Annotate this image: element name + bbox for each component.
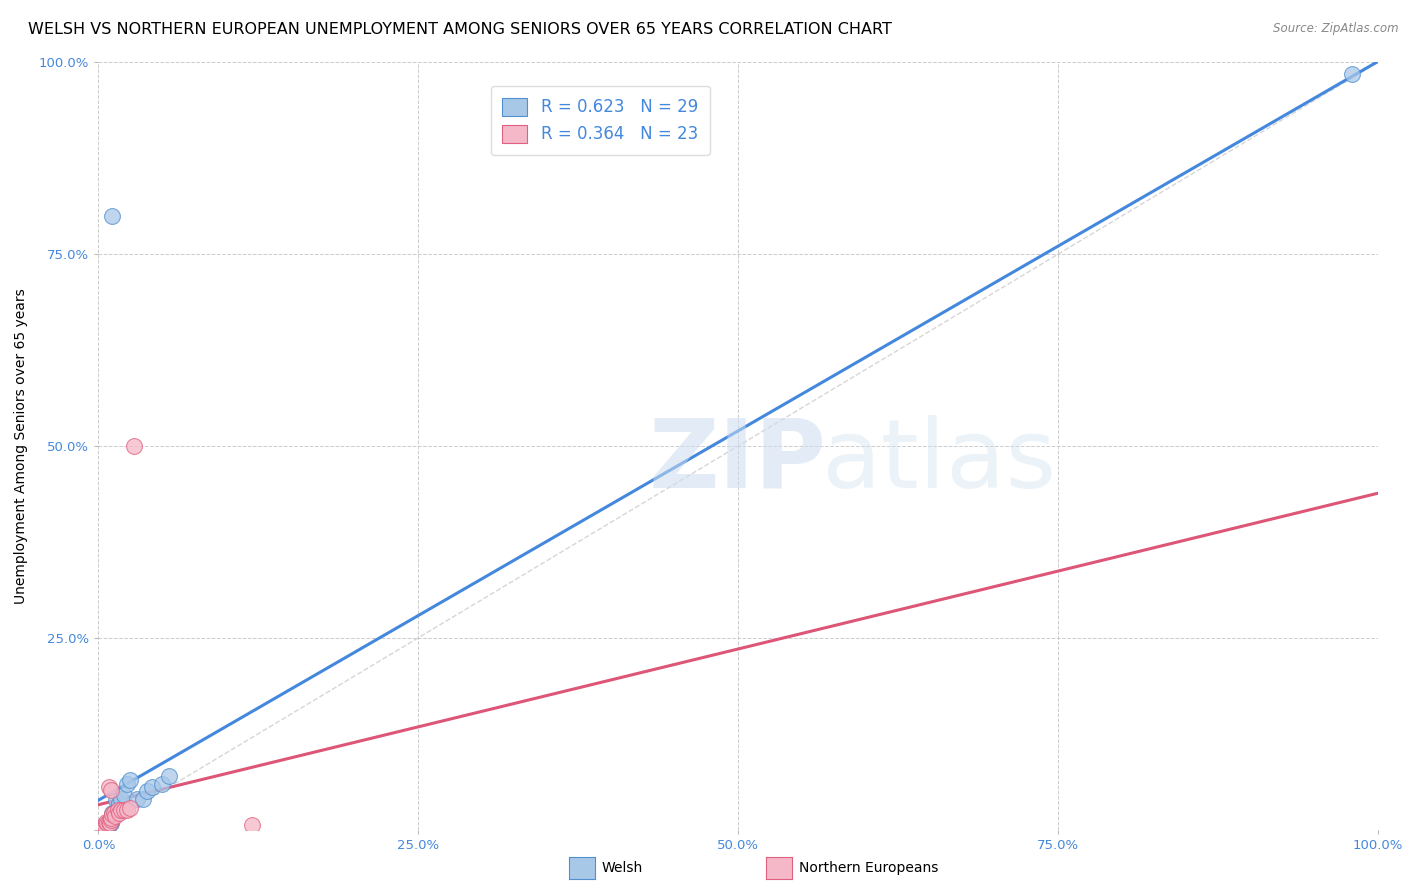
Point <box>101 805 124 820</box>
Point <box>98 816 121 830</box>
Text: ZIP: ZIP <box>648 415 827 508</box>
Point <box>125 792 148 806</box>
Point <box>94 819 117 833</box>
Text: Welsh: Welsh <box>602 861 643 875</box>
Point <box>100 815 122 830</box>
Point <box>98 816 121 830</box>
Legend: R = 0.623   N = 29, R = 0.364   N = 23: R = 0.623 N = 29, R = 0.364 N = 23 <box>491 87 710 155</box>
Text: Source: ZipAtlas.com: Source: ZipAtlas.com <box>1274 22 1399 36</box>
Point <box>110 804 132 818</box>
Point <box>93 820 115 834</box>
Point <box>120 801 142 815</box>
Point <box>107 804 129 818</box>
Point <box>152 776 174 790</box>
Point <box>112 788 135 802</box>
Point <box>112 804 135 818</box>
Point <box>136 784 159 798</box>
Point <box>100 814 122 828</box>
Point <box>93 820 115 834</box>
Point <box>115 776 138 790</box>
Point <box>141 780 163 795</box>
Point <box>90 821 112 835</box>
Point <box>132 792 155 806</box>
Point <box>96 818 118 832</box>
Point <box>91 820 114 834</box>
Point <box>90 820 112 834</box>
Y-axis label: Unemployment Among Seniors over 65 years: Unemployment Among Seniors over 65 years <box>14 288 28 604</box>
Text: WELSH VS NORTHERN EUROPEAN UNEMPLOYMENT AMONG SENIORS OVER 65 YEARS CORRELATION : WELSH VS NORTHERN EUROPEAN UNEMPLOYMENT … <box>28 22 891 37</box>
Point <box>91 821 114 835</box>
Point <box>103 805 125 820</box>
Point <box>240 818 263 832</box>
Point <box>96 816 118 830</box>
Point <box>94 819 117 833</box>
Point <box>94 814 117 829</box>
Point <box>105 793 128 807</box>
Point <box>94 820 117 834</box>
Point <box>108 805 131 820</box>
Point <box>157 769 180 783</box>
Point <box>97 818 120 832</box>
Text: atlas: atlas <box>821 415 1056 508</box>
Point <box>1341 67 1364 81</box>
Point <box>104 809 127 823</box>
Point <box>100 811 122 825</box>
Point <box>96 817 118 831</box>
Point <box>101 807 124 822</box>
Point <box>100 814 122 829</box>
Point <box>97 780 120 795</box>
Point <box>122 439 145 453</box>
Point <box>94 819 117 833</box>
Point <box>103 805 125 820</box>
Point <box>110 792 132 806</box>
Point <box>120 772 142 787</box>
Text: Northern Europeans: Northern Europeans <box>799 861 938 875</box>
Point <box>101 209 124 223</box>
Point <box>100 782 122 797</box>
Point <box>115 804 138 818</box>
Point <box>97 814 120 829</box>
Point <box>108 796 131 810</box>
Point <box>107 799 129 814</box>
